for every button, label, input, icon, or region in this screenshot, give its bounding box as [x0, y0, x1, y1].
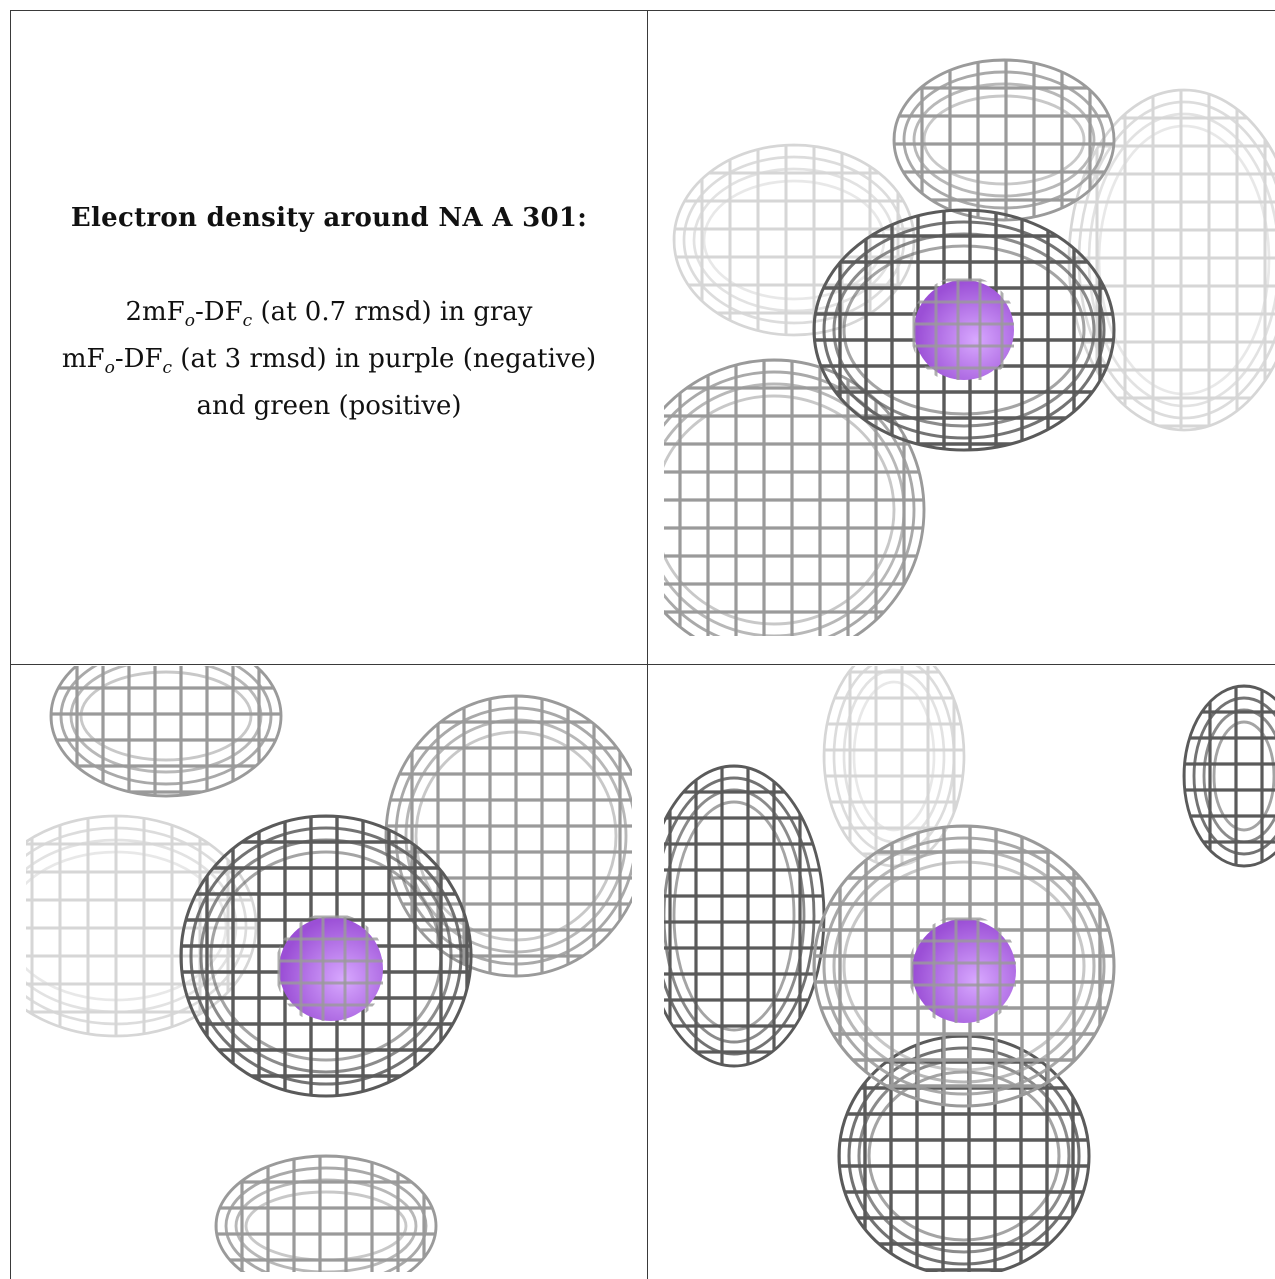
mesh-top-block	[892, 58, 1116, 222]
mesh-bottom-cap	[214, 1154, 438, 1272]
mesh-top-arc	[49, 666, 283, 798]
mesh-light-left	[672, 143, 916, 337]
density-view-bottom-right	[664, 666, 1275, 1272]
caption-title: Electron density around NA A 301:	[70, 203, 588, 233]
mesh-render-3	[664, 666, 1275, 1272]
mesh-right-ridge	[384, 694, 632, 978]
density-view-top-right	[664, 30, 1275, 636]
mesh-top-column	[822, 666, 966, 868]
mesh-left-lobe	[664, 764, 826, 1068]
mesh-left-pale	[26, 814, 258, 1038]
caption-legend: 2mFo-DFc (at 0.7 rmsd) in gray mFo-DFc (…	[62, 293, 596, 425]
table-border-middle-horizontal	[10, 664, 1275, 665]
mesh-render-2	[26, 666, 632, 1272]
caption-panel: Electron density around NA A 301: 2mFo-D…	[11, 11, 647, 664]
caption-line-mfo: mFo-DFc (at 3 rmsd) in purple (negative)	[61, 344, 597, 379]
mesh-lower-left	[664, 358, 926, 636]
density-view-bottom-left	[26, 666, 632, 1272]
sodium-ion-1	[914, 280, 1014, 380]
table-border-middle-vertical	[647, 10, 648, 1279]
table-border-top	[10, 10, 1275, 11]
mesh-render-1	[664, 58, 1275, 636]
mesh-right-edge	[1182, 684, 1275, 868]
sodium-ion-2	[279, 917, 383, 1021]
table-border-left	[10, 10, 11, 1279]
sodium-ion-3	[912, 919, 1016, 1023]
caption-line-green: and green (positive)	[196, 391, 462, 422]
caption-line-2mfo: 2mFo-DFc (at 0.7 rmsd) in gray	[125, 297, 533, 332]
